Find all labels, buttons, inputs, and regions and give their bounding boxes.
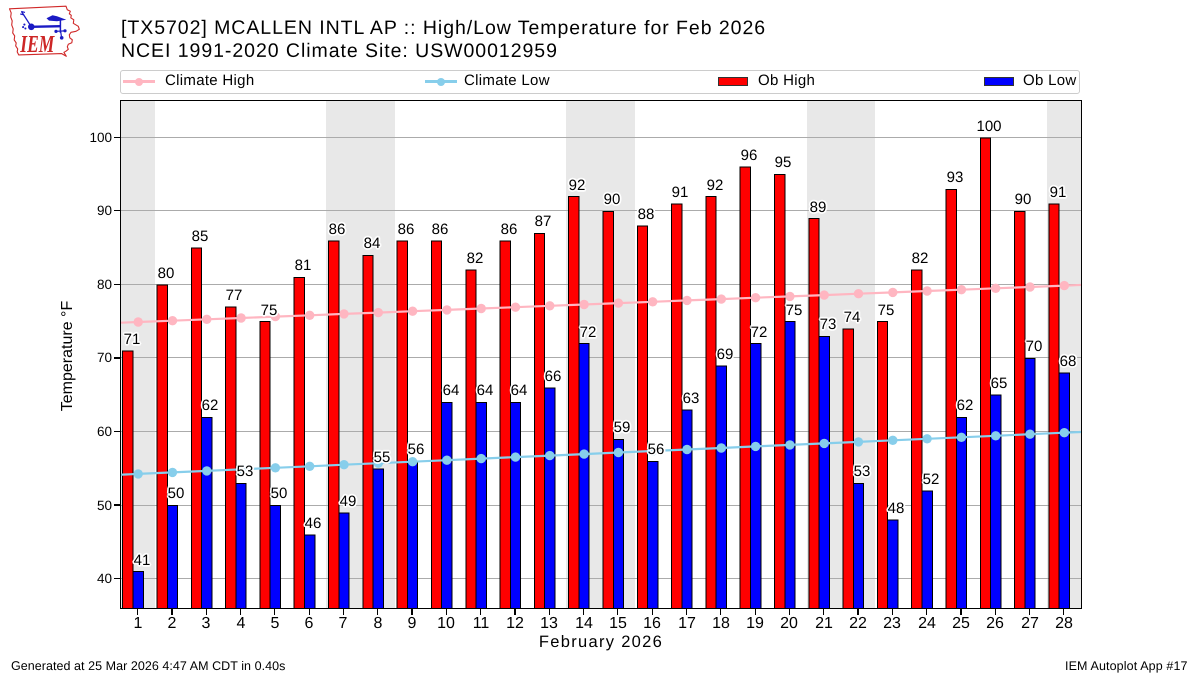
svg-text:IEM: IEM bbox=[20, 32, 56, 58]
